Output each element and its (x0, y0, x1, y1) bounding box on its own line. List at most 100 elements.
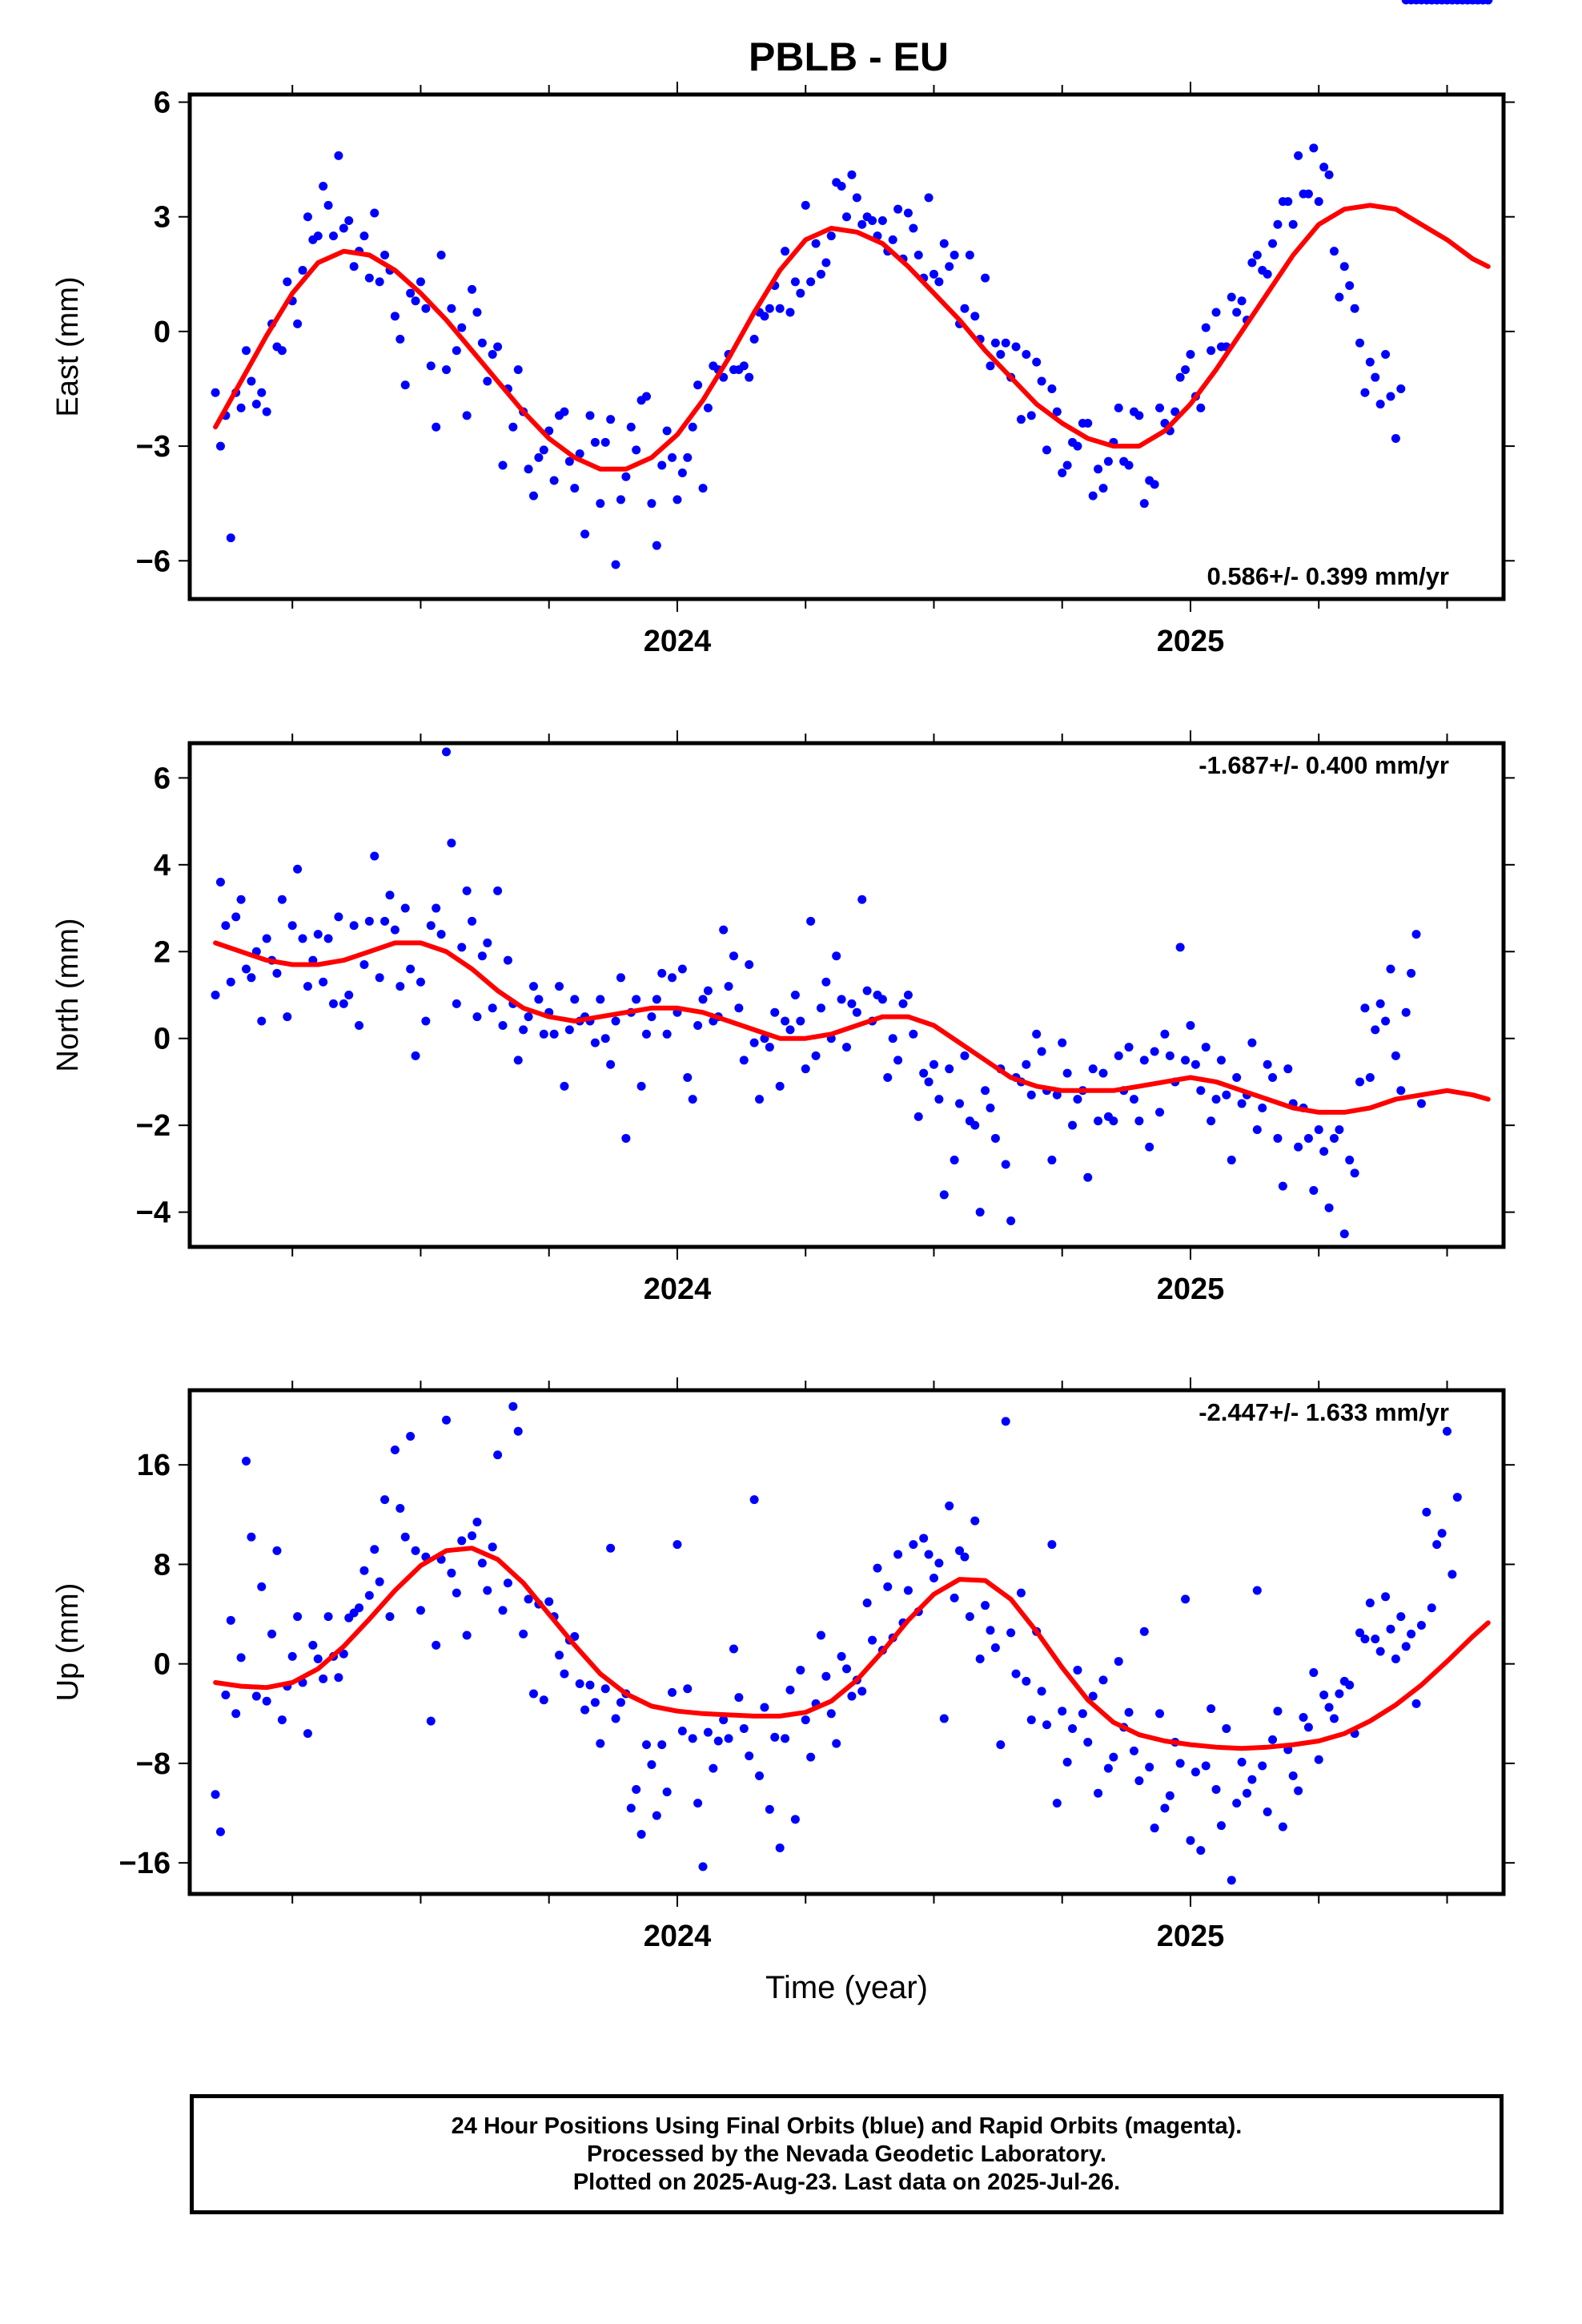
up-data-point (770, 1732, 780, 1742)
east-data-point (1386, 392, 1395, 401)
north-data-point (1062, 1068, 1072, 1078)
up-data-point (1278, 1822, 1287, 1831)
east-data-point (719, 372, 729, 382)
east-data-point (1103, 456, 1113, 466)
up-data-point (1258, 1761, 1267, 1771)
north-data-point (493, 886, 503, 895)
north-data-point (231, 912, 241, 922)
up-data-point (462, 1630, 472, 1640)
east-data-point (436, 250, 446, 259)
east-data-point (1181, 365, 1191, 375)
north-data-point (1329, 1133, 1339, 1143)
east-data-point (1088, 491, 1098, 501)
north-data-point (1129, 1095, 1138, 1104)
east-data-point (785, 308, 795, 317)
north-data-point (647, 1012, 656, 1022)
east-data-point (996, 350, 1006, 360)
up-data-point (986, 1626, 995, 1635)
east-data-point (945, 262, 954, 271)
north-data-point (662, 1029, 672, 1039)
east-data-point (580, 529, 590, 539)
up-data-point (801, 1715, 810, 1725)
east-data-point (293, 319, 303, 328)
up-data-point (1437, 1529, 1447, 1538)
east-data-point (1360, 388, 1370, 397)
north-data-point (313, 930, 323, 939)
north-data-point (1335, 1125, 1344, 1135)
north-data-point (262, 934, 271, 943)
up-data-point (390, 1445, 400, 1455)
north-data-point (416, 977, 425, 987)
up-data-point (447, 1568, 456, 1578)
north-data-point (1375, 999, 1385, 1008)
east-data-point (847, 170, 857, 179)
up-data-point (1427, 1603, 1436, 1613)
east-data-point (277, 346, 287, 356)
north-data-point (236, 895, 246, 904)
north-data-point (677, 964, 687, 974)
up-data-point (1360, 1634, 1370, 1644)
north-data-point (616, 973, 625, 983)
north-data-point (242, 964, 251, 974)
up-data-point (1396, 1612, 1406, 1622)
up-data-point (939, 1714, 949, 1723)
north-data-point (1371, 1025, 1380, 1035)
east-data-point (323, 200, 333, 210)
up-data-point (493, 1450, 503, 1460)
up-data-point (1124, 1707, 1134, 1717)
east-data-point (745, 372, 754, 382)
east-data-point (590, 437, 600, 447)
north-data-point (1314, 1125, 1323, 1135)
up-data-point (1484, 0, 1493, 5)
north-data-point (785, 1025, 795, 1035)
east-data-point (868, 216, 877, 225)
up-data-point (560, 1669, 569, 1679)
north-data-point (211, 991, 220, 999)
east-data-point (1288, 219, 1298, 229)
north-data-point (498, 1020, 508, 1030)
east-data-point (668, 452, 677, 462)
north-data-point (688, 1095, 697, 1104)
north-data-point (1175, 943, 1185, 952)
east-data-point (857, 219, 867, 229)
up-panel (179, 0, 1515, 1907)
up-data-point (1375, 1647, 1385, 1656)
north-data-point (452, 999, 461, 1008)
north-data-point (1258, 1103, 1267, 1112)
up-data-point (1407, 1629, 1416, 1638)
north-data-point (344, 991, 354, 999)
up-data-point (1355, 1628, 1365, 1638)
up-data-point (303, 1729, 312, 1739)
up-data-point (570, 1632, 580, 1642)
up-data-point (1186, 1835, 1195, 1845)
east-data-point (539, 445, 548, 455)
up-data-point (1268, 1735, 1278, 1744)
north-data-point (421, 1016, 431, 1026)
up-data-point (1098, 1675, 1108, 1685)
east-data-point (1294, 151, 1303, 160)
up-data-point (1129, 1746, 1138, 1755)
up-data-point (1191, 1767, 1200, 1777)
up-data-point (713, 1736, 723, 1746)
up-data-point (1319, 1691, 1329, 1700)
up-x-tick-label: 2025 (1157, 1920, 1225, 1953)
north-x-tick-label: 2024 (644, 1273, 712, 1306)
north-data-point (729, 951, 738, 961)
north-data-point (852, 1007, 861, 1017)
up-data-point (1227, 1876, 1236, 1885)
east-data-point (1047, 384, 1057, 393)
up-data-point (693, 1799, 703, 1808)
east-y-tick-label: 3 (154, 201, 171, 235)
east-data-point (483, 376, 492, 386)
east-data-point (703, 403, 713, 412)
north-data-point (215, 878, 225, 887)
up-data-point (785, 1685, 795, 1695)
caption-line-1: 24 Hour Positions Using Final Orbits (bl… (451, 2113, 1243, 2139)
up-data-point (955, 1546, 965, 1555)
north-data-point (385, 891, 395, 900)
north-data-point (955, 1099, 965, 1108)
up-data-point (1175, 1759, 1185, 1768)
north-data-point (1303, 1133, 1313, 1143)
north-data-point (652, 995, 661, 1004)
north-data-point (375, 973, 384, 983)
